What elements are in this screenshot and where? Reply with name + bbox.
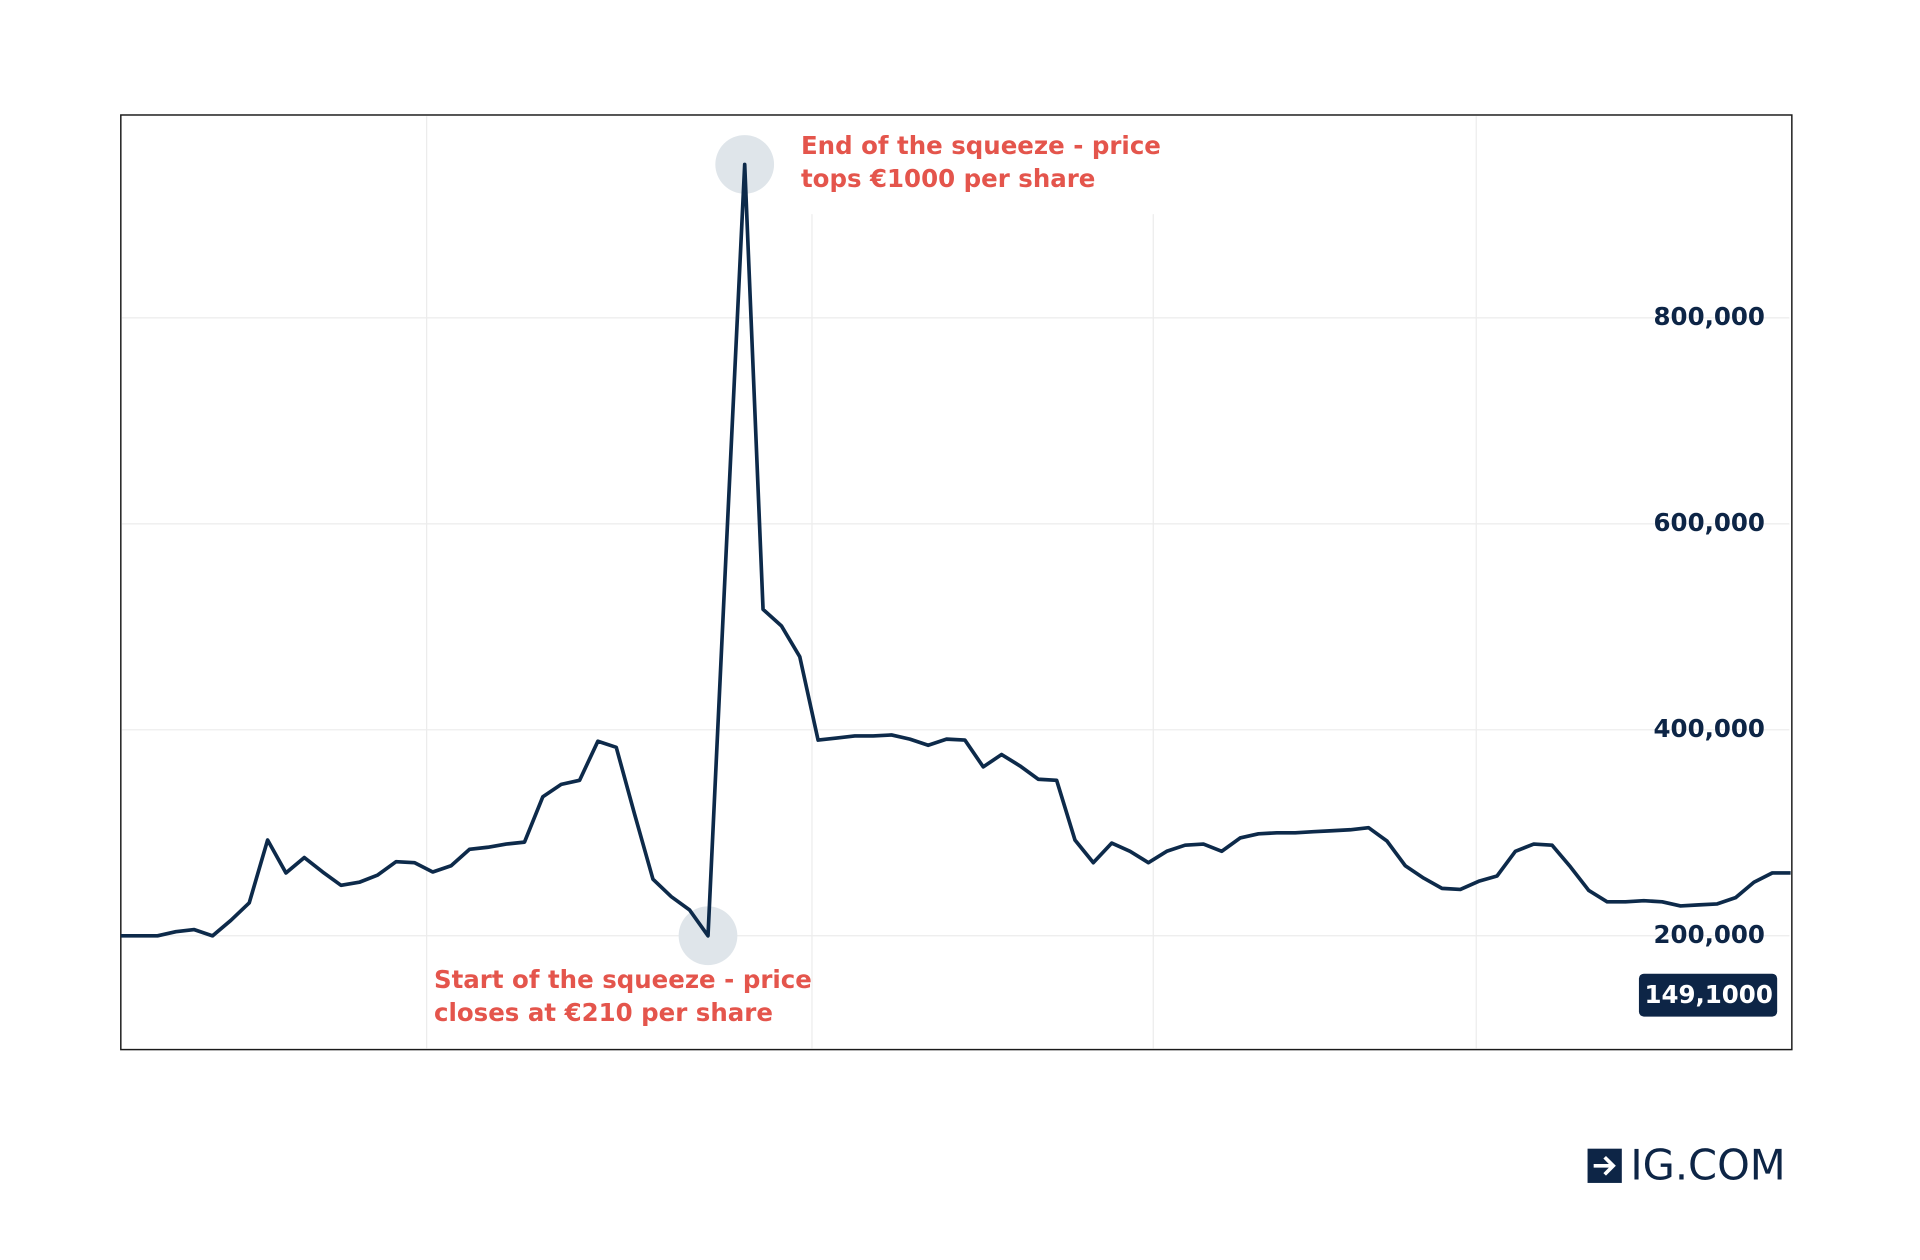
marks [120, 135, 1791, 966]
annotation-end-2: tops €1000 per share [801, 164, 1095, 193]
price-line [120, 162, 1791, 938]
y-tick-label: 400,000 [1654, 714, 1765, 743]
annotation-start-2: closes at €210 per share [434, 998, 773, 1027]
plot-frame [120, 114, 1793, 1051]
y-tick-label: 200,000 [1654, 920, 1765, 949]
current-price-badge [1638, 973, 1778, 1017]
logo-arrow [1593, 1155, 1616, 1176]
logo-text: IG.COM [1630, 1140, 1785, 1189]
vertical-grid [426, 116, 1477, 1049]
y-tick-label: 600,000 [1654, 508, 1765, 537]
annotation-start-1: Start of the squeeze - price [434, 965, 812, 994]
logo: IG.COM [1587, 1140, 1786, 1189]
annotation-end-1: End of the squeeze - price [801, 131, 1161, 160]
y-tick-label: 800,000 [1654, 302, 1765, 331]
current-price-label: 149,1000 [1644, 980, 1772, 1009]
grid: 200,000 400,000 600,000 800,000 [122, 302, 1790, 949]
